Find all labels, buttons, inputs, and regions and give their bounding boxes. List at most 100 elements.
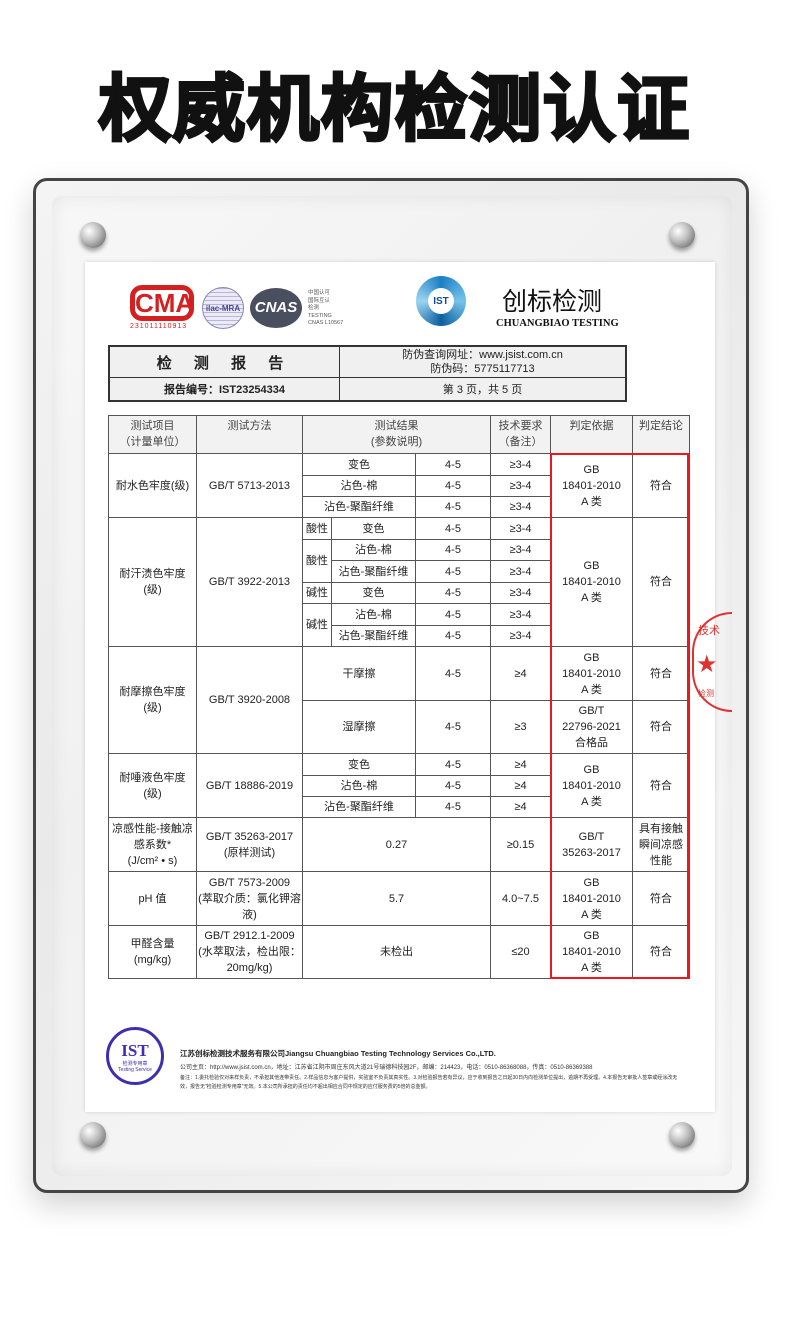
table-row: 甲醛含量 (mg/kg) GB/T 2912.1-2009 (水萃取法，检出限： … <box>108 925 690 979</box>
table-row: 耐唾液色牢度 (级) GB/T 18886-2019 变色 4-5 ≥4 GB 18401… <box>108 753 690 818</box>
table-row: 沾色-聚酯纤维 4-5 ≥3-4 <box>109 625 690 647</box>
table-cell: GB/T 35263-2017 (原样测试) <box>196 817 303 872</box>
table-cell: ≥3-4 <box>490 453 551 476</box>
table-cell: 酸性 <box>302 539 332 583</box>
brand-name-cn: 创标检测 <box>502 287 603 316</box>
table-cell: 4-5 <box>415 517 491 540</box>
table-cell: 变色 <box>331 517 416 540</box>
results-table: 测试项目 （计量单位） 测试方法 测试结果 (参数说明) 技术要求 （备注） 判定依据判… <box>108 415 690 979</box>
table-cell: 耐摩擦色牢度 (级) <box>108 646 197 754</box>
ilac-mra-logo: ilac-MRA <box>202 287 244 329</box>
table-cell: 变色 <box>302 453 416 476</box>
company-name: 江苏创标检测技术服务有限公司Jiangsu Chuangbiao Testing… <box>180 1049 496 1058</box>
table-row: 沾色-聚酯纤维 4-5 ≥3-4 <box>109 496 690 518</box>
table-cell: ≥3-4 <box>490 582 551 604</box>
table-cell: GB 18401-2010 A 类 <box>550 646 633 701</box>
table-cell: 沾色-棉 <box>331 539 416 561</box>
table-row: 耐水色牢度(级) GB/T 5713-2013 变色 4-5 ≥3-4 GB 18401-… <box>108 453 690 518</box>
cma-logo: CMA <box>130 285 194 321</box>
ist-logo: IST <box>416 276 466 326</box>
table-cell: GB/T 3920-2008 <box>196 646 303 754</box>
table-row: 湿摩擦 4-5 ≥3 GB/T 22796-2021 合格品 符合 <box>109 700 690 754</box>
table-cell: 符合 <box>632 753 690 818</box>
table-header-row: 测试项目 （计量单位） 测试方法 测试结果 (参数说明) 技术要求 （备注） 判定依据判… <box>108 415 690 454</box>
table-cell: 符合 <box>632 700 690 754</box>
anti-fake-code: 防伪码：5775117713 <box>430 363 535 375</box>
table-cell: ≥3-4 <box>490 560 551 583</box>
seal-text: IST <box>121 1041 149 1060</box>
table-cell: 变色 <box>302 753 416 776</box>
table-cell: 沾色-聚酯纤维 <box>302 796 416 818</box>
table-cell: ≥3-4 <box>490 539 551 561</box>
table-row: 耐汗渍色牢度 (级) GB/T 3922-2013 酸性 变色 4-5 ≥3-4 GB 18… <box>108 517 690 647</box>
column-header: 测试结果 (参数说明) <box>302 415 491 454</box>
report-header: 检 测 报 告 防伪查询网址：www.jsist.com.cn 防伪码：5775… <box>108 345 627 402</box>
table-cell: ≥3-4 <box>490 625 551 647</box>
table-cell: ≤20 <box>490 925 551 979</box>
table-cell: ≥3-4 <box>490 496 551 518</box>
table-cell: 4-5 <box>415 560 491 583</box>
table-cell: 沾色-聚酯纤维 <box>331 625 416 647</box>
table-cell: 沾色-聚酯纤维 <box>302 496 416 518</box>
table-cell: GB 18401-2010 A 类 <box>550 925 633 979</box>
table-row: 酸性 沾色-棉 4-5 ≥3-4 <box>109 539 690 583</box>
banner-title: 权威机构检测认证 <box>97 66 691 153</box>
query-url: 防伪查询网址：www.jsist.com.cn <box>402 349 563 361</box>
table-cell: 符合 <box>632 646 690 701</box>
table-cell: 耐唾液色牢度 (级) <box>108 753 197 818</box>
table-cell: 酸性 <box>302 517 332 540</box>
table-cell: GB/T 7573-2009 (萃取介质：氯化钾溶 液) <box>196 871 303 926</box>
screw-icon <box>669 1122 695 1148</box>
table-cell: 碱性 <box>302 603 332 647</box>
table-cell: ≥3-4 <box>490 517 551 540</box>
table-cell: ≥0.15 <box>490 817 551 872</box>
table-cell: ≥4 <box>490 775 551 797</box>
table-cell: 未检出 <box>302 925 491 979</box>
table-cell: 4-5 <box>415 775 491 797</box>
table-cell: 4-5 <box>415 582 491 604</box>
table-cell: 符合 <box>632 453 690 518</box>
table-cell: 符合 <box>632 871 690 926</box>
table-cell: 4-5 <box>415 796 491 818</box>
table-cell: GB/T 5713-2013 <box>196 453 303 518</box>
report-title: 检 测 报 告 <box>110 347 340 378</box>
table-cell: GB/T 2912.1-2009 (水萃取法，检出限： 20mg/kg) <box>196 925 303 979</box>
ist-logo-text: IST <box>428 288 454 314</box>
table-cell: GB 18401-2010 A 类 <box>550 871 633 926</box>
highlight-box <box>550 453 689 979</box>
screw-icon <box>80 222 106 248</box>
table-cell: 沾色-棉 <box>302 475 416 497</box>
seal-subtext: 检测专用章 Testing Service <box>118 1061 152 1073</box>
red-stamp: 技术 ★ 检测 <box>692 612 732 712</box>
table-cell: 4-5 <box>415 700 491 754</box>
screw-icon <box>80 1122 106 1148</box>
table-cell: GB 18401-2010 A 类 <box>550 753 633 818</box>
table-cell: 耐汗渍色牢度 (级) <box>108 517 197 647</box>
table-cell: 4-5 <box>415 453 491 476</box>
table-cell: 符合 <box>632 517 690 647</box>
table-row: 耐摩擦色牢度 (级) GB/T 3920-2008 干摩擦 4-5 ≥4 GB 18401… <box>108 646 690 754</box>
brand-name-en: CHUANGBIAO TESTING <box>496 318 619 329</box>
page-indicator: 第 3 页，共 5 页 <box>442 384 523 396</box>
table-cell: 4.0~7.5 <box>490 871 551 926</box>
table-cell: ≥4 <box>490 753 551 776</box>
table-cell: 4-5 <box>415 753 491 776</box>
table-cell: 符合 <box>632 925 690 979</box>
table-cell: GB/T 18886-2019 <box>196 753 303 818</box>
table-cell: pH 值 <box>108 871 197 926</box>
query-info: 防伪查询网址：www.jsist.com.cn 防伪码：5775117713 <box>340 347 625 378</box>
column-header: 技术要求 （备注） <box>490 415 551 454</box>
table-cell: GB 18401-2010 A 类 <box>550 453 633 518</box>
table-cell: 凉感性能-接触凉 感系数* (J/cm² • s) <box>108 817 197 872</box>
cnas-text: 中国认可 国际互认 检测 TESTING CNAS L10567 <box>308 290 344 326</box>
table-cell: 4-5 <box>415 625 491 647</box>
table-cell: ≥3-4 <box>490 603 551 626</box>
table-row: 沾色-棉 4-5 ≥3-4 <box>109 475 690 497</box>
table-cell: 4-5 <box>415 475 491 497</box>
table-cell: 沾色-棉 <box>331 603 416 626</box>
table-cell: 湿摩擦 <box>302 700 416 754</box>
table-cell: 0.27 <box>302 817 491 872</box>
table-row: 碱性 沾色-棉 4-5 ≥3-4 <box>109 603 690 647</box>
cnas-logo: CNAS <box>250 288 302 328</box>
company-address: 公司主页：http://www.jsist.com.cn，地址：江苏省江阴市周庄… <box>180 1065 593 1071</box>
